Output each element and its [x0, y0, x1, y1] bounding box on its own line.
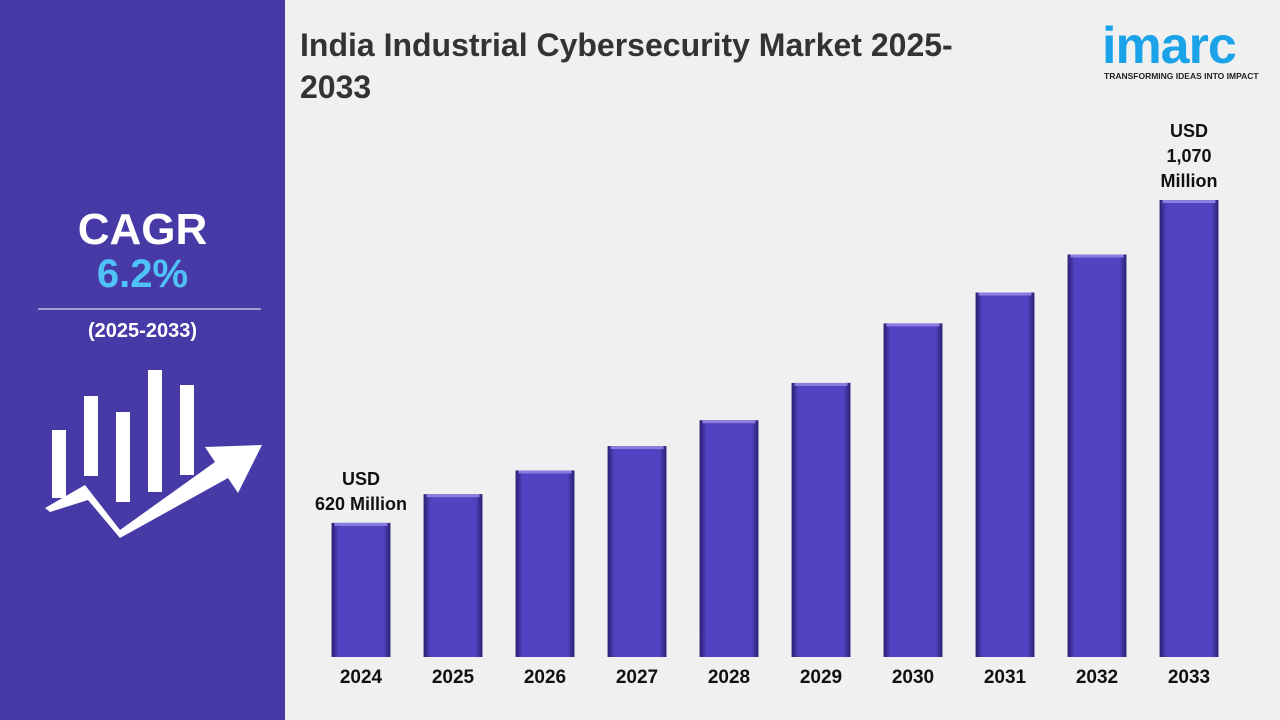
bar-highlight	[702, 420, 756, 424]
bar-highlight	[426, 494, 480, 498]
x-tick-label: 2032	[1076, 667, 1118, 688]
logo: imarc	[1102, 17, 1237, 75]
x-tick-label: 2024	[340, 667, 383, 688]
bar	[331, 522, 391, 657]
chart-title: India Industrial Cybersecurity Market 20…	[300, 27, 953, 105]
bar	[515, 470, 575, 657]
bar	[607, 446, 667, 657]
bar-highlight	[978, 292, 1032, 296]
x-tick-label: 2027	[616, 667, 658, 688]
bar-highlight	[334, 522, 388, 526]
bar-highlight	[1070, 254, 1124, 258]
bar	[423, 494, 483, 657]
value-label: USD 1,070 Million	[1160, 121, 1218, 191]
bar	[791, 382, 851, 657]
x-tick-label: 2033	[1168, 667, 1210, 688]
x-tick-label: 2029	[800, 667, 842, 688]
tagline: TRANSFORMING IDEAS INTO IMPACT	[1104, 71, 1259, 81]
cagr-label: CAGR	[77, 205, 208, 254]
cagr-value: 6.2%	[96, 252, 189, 296]
bar	[1067, 254, 1127, 657]
x-tick-label: 2028	[708, 667, 750, 688]
bar-highlight	[610, 446, 664, 450]
x-tick-label: 2030	[892, 667, 934, 688]
x-tick-label: 2025	[432, 667, 475, 688]
bar-highlight	[794, 382, 848, 386]
bar-highlight	[518, 470, 572, 474]
bar	[1159, 200, 1219, 657]
bar-highlight	[886, 323, 940, 327]
growth-icon	[45, 370, 262, 538]
cagr-period: (2025-2033)	[88, 320, 197, 342]
value-label: USD 620 Million	[314, 468, 408, 514]
sidebar	[0, 0, 285, 720]
x-tick-label: 2026	[524, 667, 566, 688]
x-tick-label: 2031	[984, 667, 1027, 688]
bar-highlight	[1162, 200, 1216, 203]
bar	[883, 323, 943, 657]
bar	[699, 420, 759, 657]
bar	[975, 292, 1035, 657]
